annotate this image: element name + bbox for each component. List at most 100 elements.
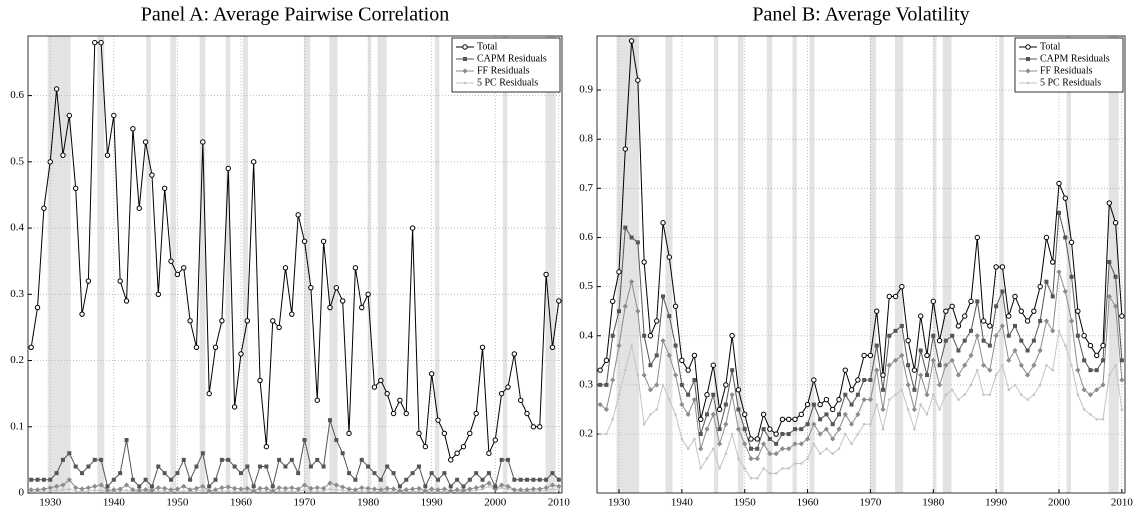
point — [698, 416, 704, 422]
point — [263, 443, 270, 450]
point — [557, 488, 561, 491]
y-tick-label: 0.9 — [579, 84, 593, 96]
point — [1068, 318, 1075, 324]
point — [693, 437, 696, 441]
point — [817, 401, 823, 408]
point — [410, 486, 416, 492]
point — [505, 483, 511, 489]
point — [691, 352, 698, 359]
point — [258, 464, 263, 469]
point — [855, 411, 861, 417]
point — [1062, 195, 1068, 201]
point — [1001, 363, 1004, 367]
point — [531, 477, 536, 482]
point — [660, 220, 666, 226]
point — [136, 487, 142, 493]
point — [397, 484, 402, 489]
point — [666, 352, 672, 359]
point — [169, 477, 174, 482]
point — [617, 309, 621, 314]
point — [321, 485, 327, 491]
x-tick-label: 2010 — [548, 497, 571, 509]
point — [773, 431, 779, 437]
point — [654, 382, 660, 388]
point — [385, 489, 389, 493]
point — [435, 487, 441, 493]
point — [233, 489, 236, 493]
point — [309, 489, 313, 493]
point — [1031, 338, 1036, 343]
point — [994, 373, 998, 377]
point — [340, 451, 345, 456]
point — [301, 238, 308, 245]
point — [993, 333, 999, 339]
point — [622, 303, 628, 309]
point — [988, 393, 992, 397]
plot-frame — [596, 35, 1126, 494]
point — [85, 278, 92, 284]
point — [422, 443, 429, 450]
point — [365, 291, 371, 298]
point — [767, 426, 773, 432]
point — [975, 299, 980, 304]
point — [74, 489, 77, 493]
point — [1100, 342, 1106, 349]
point — [80, 490, 84, 493]
point — [1050, 294, 1055, 299]
point — [913, 427, 916, 431]
point — [760, 411, 767, 418]
point — [605, 432, 608, 436]
point — [283, 464, 288, 469]
point — [962, 338, 967, 343]
point — [295, 486, 301, 492]
point — [353, 477, 358, 482]
point — [232, 485, 238, 491]
point — [250, 159, 257, 165]
shaded-period — [329, 36, 338, 493]
point — [417, 489, 421, 493]
point — [499, 457, 504, 462]
point — [1068, 239, 1075, 246]
point — [480, 477, 485, 482]
point — [473, 485, 479, 491]
point — [373, 490, 376, 493]
point — [850, 442, 853, 446]
point — [723, 421, 729, 427]
point — [811, 402, 816, 407]
shaded-period — [146, 36, 151, 493]
point — [774, 472, 778, 475]
point — [556, 477, 561, 482]
point — [674, 413, 677, 416]
point — [322, 489, 325, 493]
point — [525, 477, 530, 482]
point — [416, 464, 421, 469]
point — [156, 464, 161, 469]
shaded-period — [809, 36, 815, 493]
point — [818, 452, 822, 455]
point — [187, 487, 193, 493]
x-tick-label: 1950 — [166, 497, 189, 509]
point — [556, 298, 562, 304]
point — [1000, 289, 1005, 294]
point — [672, 372, 679, 378]
point — [1094, 387, 1100, 393]
point — [642, 333, 647, 338]
point — [347, 490, 351, 493]
point — [48, 489, 52, 493]
point — [346, 430, 352, 437]
shaded-period — [737, 36, 744, 493]
point — [811, 377, 817, 383]
point — [481, 487, 484, 491]
point — [360, 489, 364, 493]
point — [711, 392, 716, 397]
point — [937, 363, 942, 368]
point — [411, 490, 414, 493]
point — [549, 482, 556, 488]
point — [867, 352, 874, 359]
point — [925, 373, 929, 378]
point — [1107, 260, 1112, 265]
point — [479, 344, 486, 350]
point — [225, 165, 231, 172]
point — [92, 39, 98, 46]
point — [949, 303, 955, 309]
